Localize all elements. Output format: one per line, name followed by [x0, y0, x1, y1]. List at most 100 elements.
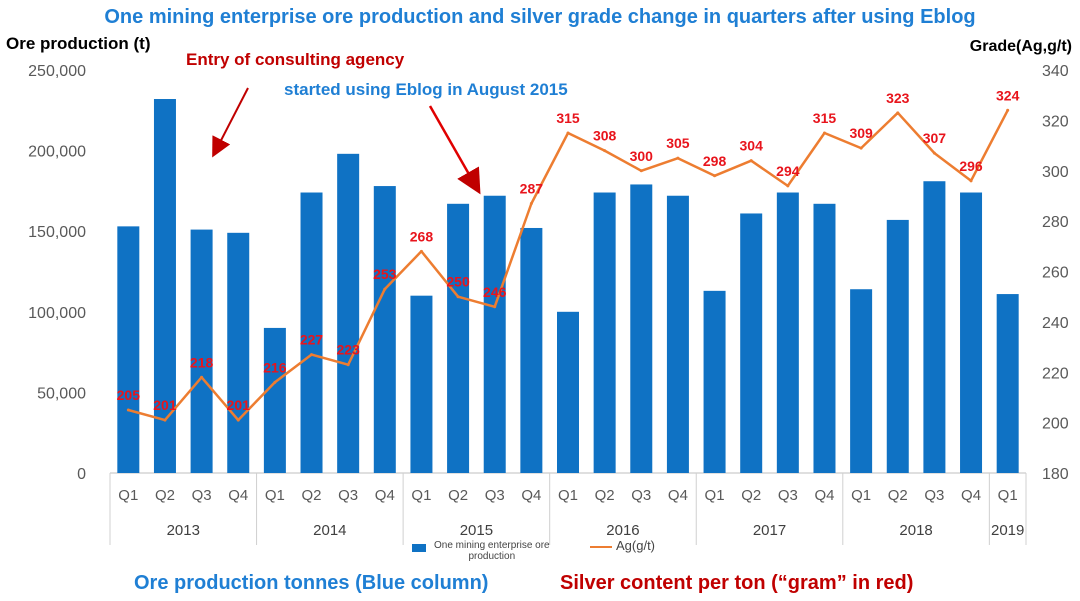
- x-tick-label-quarter: Q1: [265, 487, 285, 504]
- grade-data-label: 287: [520, 180, 544, 196]
- x-tick-label-quarter: Q2: [888, 487, 908, 504]
- grade-point: [529, 201, 533, 205]
- bar: [117, 226, 140, 473]
- grade-point: [822, 131, 826, 135]
- grade-point: [749, 159, 753, 163]
- grade-point: [310, 353, 314, 357]
- x-tick-label-year: 2013: [167, 522, 200, 539]
- grade-data-label: 201: [153, 397, 177, 413]
- y-right-tick-label: 240: [1042, 315, 1069, 332]
- x-tick-label-year: 2017: [753, 522, 786, 539]
- y-right-tick-label: 220: [1042, 365, 1069, 382]
- grade-data-label: 205: [117, 387, 141, 403]
- grade-data-label: 294: [776, 163, 800, 179]
- grade-data-label: 250: [446, 274, 470, 290]
- bar: [923, 181, 946, 473]
- y-axis-left-label: Ore production (t): [6, 34, 151, 53]
- consulting-arrow: [212, 87, 249, 158]
- line-series: 205 201 218 201 216 227 223 253 268 250 246 287 315 3…: [117, 87, 1020, 422]
- x-tick-label-quarter: Q4: [961, 487, 981, 504]
- annotation-eblog: started using Eblog in August 2015: [284, 80, 568, 99]
- grade-point: [969, 179, 973, 183]
- grade-data-label: 300: [630, 148, 654, 164]
- grade-point: [236, 418, 240, 422]
- bar: [520, 227, 543, 473]
- grade-point: [273, 380, 277, 384]
- grade-data-label: 201: [227, 397, 251, 413]
- grade-point: [456, 295, 460, 299]
- x-tick-label-quarter: Q3: [338, 487, 358, 504]
- y-left-tick-label: 0: [77, 466, 86, 483]
- y-left-tick-label: 200,000: [28, 144, 86, 161]
- x-tick-label-quarter: Q4: [668, 487, 688, 504]
- bar: [666, 195, 689, 473]
- bar: [740, 213, 763, 473]
- bar: [373, 186, 396, 473]
- caption-silver-content: Silver content per ton (“gram” in red): [560, 572, 914, 594]
- x-tick-label-year: 2016: [606, 522, 639, 539]
- grade-data-label: 323: [886, 90, 910, 106]
- y-right-tick-label: 300: [1042, 164, 1069, 181]
- y-left-tick-label: 50,000: [37, 385, 86, 402]
- axes: 0 50,000 100,000 150,000 200,000 250,000 180 20…: [28, 63, 1069, 545]
- legend-bar-label: One mining enterprise ore production: [434, 540, 550, 562]
- bar: [263, 327, 286, 473]
- bar: [300, 192, 323, 473]
- x-tick-label-quarter: Q3: [192, 487, 212, 504]
- caption-ore-production: Ore production tonnes (Blue column): [134, 572, 489, 594]
- grade-point: [383, 287, 387, 291]
- y-right-tick-label: 260: [1042, 265, 1069, 282]
- x-tick-label-quarter: Q3: [631, 487, 651, 504]
- grade-point: [126, 408, 130, 412]
- x-tick-label-quarter: Q2: [155, 487, 175, 504]
- bar: [227, 232, 250, 473]
- y-right-tick-label: 180: [1042, 466, 1069, 483]
- bar: [996, 294, 1019, 473]
- x-tick-label-quarter: Q1: [998, 487, 1018, 504]
- eblog-arrow: [428, 105, 481, 195]
- grade-data-label: 253: [373, 266, 397, 282]
- grade-point: [1006, 108, 1010, 112]
- x-tick-label-quarter: Q2: [448, 487, 468, 504]
- chart-title: One mining enterprise ore production and…: [104, 6, 976, 28]
- bar: [630, 184, 653, 473]
- y-right-tick-label: 320: [1042, 113, 1069, 130]
- x-tick-label-quarter: Q1: [705, 487, 725, 504]
- grade-data-label: 315: [556, 110, 580, 126]
- x-tick-label-quarter: Q4: [521, 487, 541, 504]
- x-tick-label-quarter: Q3: [485, 487, 505, 504]
- grade-point: [419, 249, 423, 253]
- grade-data-label: 308: [593, 128, 617, 144]
- grade-point: [859, 146, 863, 150]
- grade-point: [932, 151, 936, 155]
- grade-data-label: 324: [996, 87, 1020, 103]
- grade-data-label: 268: [410, 228, 434, 244]
- x-tick-label-year: 2018: [899, 522, 932, 539]
- x-tick-label-quarter: Q3: [924, 487, 944, 504]
- bar: [850, 289, 873, 473]
- grade-data-label: 227: [300, 332, 324, 348]
- bar: [813, 203, 836, 473]
- x-tick-label-quarter: Q2: [595, 487, 615, 504]
- grade-data-label: 246: [483, 284, 507, 300]
- y-left-tick-label: 150,000: [28, 224, 86, 241]
- bar: [190, 229, 213, 473]
- x-tick-label-year: 2015: [460, 522, 493, 539]
- grade-point: [896, 111, 900, 115]
- y-right-tick-label: 340: [1042, 63, 1069, 80]
- x-tick-label-quarter: Q1: [118, 487, 138, 504]
- annotation-arrows: [212, 87, 481, 195]
- legend-bar-label-line1: One mining enterprise ore: [434, 540, 550, 551]
- y-right-tick-label: 200: [1042, 416, 1069, 433]
- grade-data-label: 315: [813, 110, 837, 126]
- grade-point: [713, 174, 717, 178]
- grade-data-label: 296: [959, 158, 983, 174]
- x-tick-label-quarter: Q4: [814, 487, 834, 504]
- bar: [337, 153, 360, 473]
- grade-data-label: 307: [923, 130, 947, 146]
- bar: [960, 192, 983, 473]
- grade-data-label: 305: [666, 135, 690, 151]
- grade-point: [200, 375, 204, 379]
- grade-data-label: 223: [336, 342, 360, 358]
